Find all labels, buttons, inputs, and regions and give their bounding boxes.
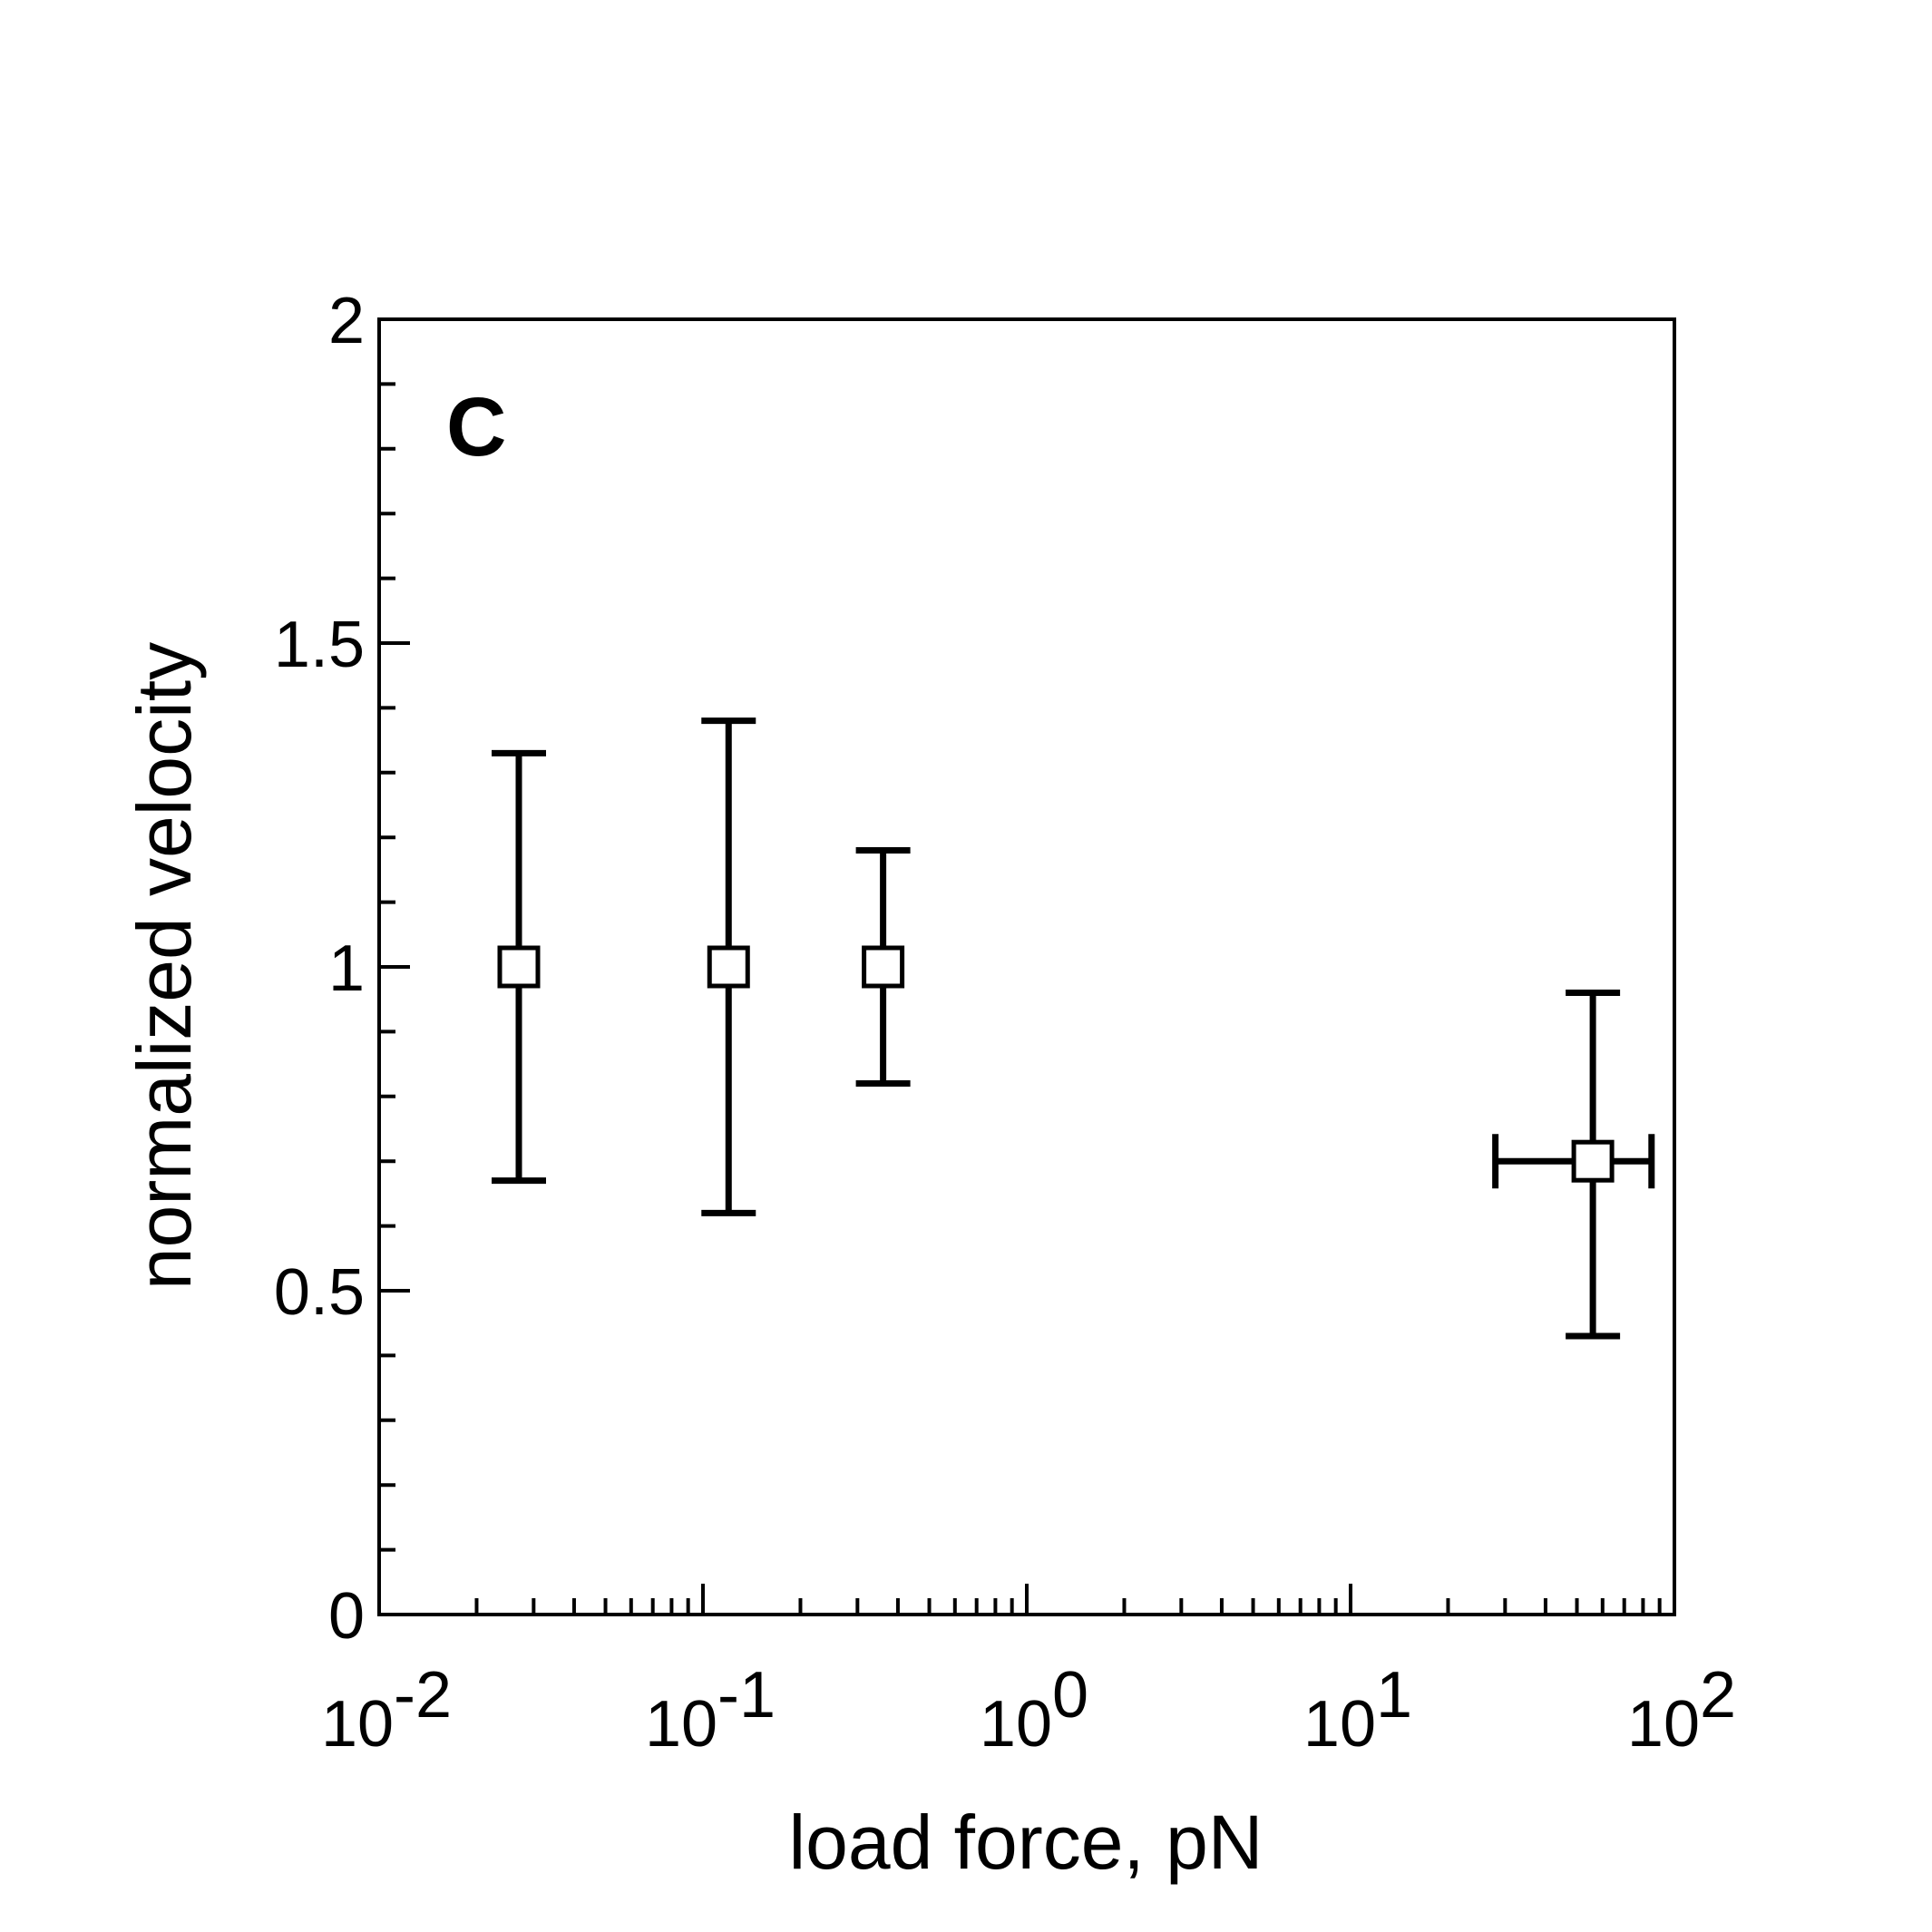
x-tick-label: 102 [1627, 1659, 1736, 1761]
panel-label: C [446, 381, 506, 473]
y-axis-title: normalized velocity [122, 642, 207, 1290]
x-tick-label: 100 [980, 1659, 1088, 1761]
y-tick-labels: 0 0.5 1 1.5 2 [274, 285, 365, 1653]
y-tick-label: 1 [328, 932, 365, 1005]
plot-frame [377, 317, 1676, 1616]
x-axis-title: load force, pN [789, 1800, 1264, 1885]
y-tick-label: 0 [328, 1580, 365, 1653]
data-points [491, 717, 1655, 1340]
data-point-group [1492, 990, 1655, 1340]
data-point-marker [497, 945, 541, 989]
data-point-group [701, 717, 756, 1216]
y-tick-label: 1.5 [274, 609, 365, 681]
y-axis-ticks [379, 317, 410, 1616]
x-axis-ticks [377, 1584, 1676, 1615]
data-point-marker [862, 945, 905, 989]
x-tick-labels: 10-2 10-1 100 101 102 [321, 1659, 1736, 1761]
x-tick-label: 101 [1303, 1659, 1412, 1761]
data-point-marker [1571, 1139, 1615, 1183]
x-tick-label: 10-2 [321, 1659, 452, 1761]
y-tick-label: 2 [328, 285, 365, 357]
y-tick-label: 0.5 [274, 1256, 365, 1329]
x-tick-label: 10-1 [645, 1659, 776, 1761]
data-point-group [855, 846, 911, 1088]
data-point-group [491, 749, 546, 1185]
data-point-marker [707, 945, 750, 989]
